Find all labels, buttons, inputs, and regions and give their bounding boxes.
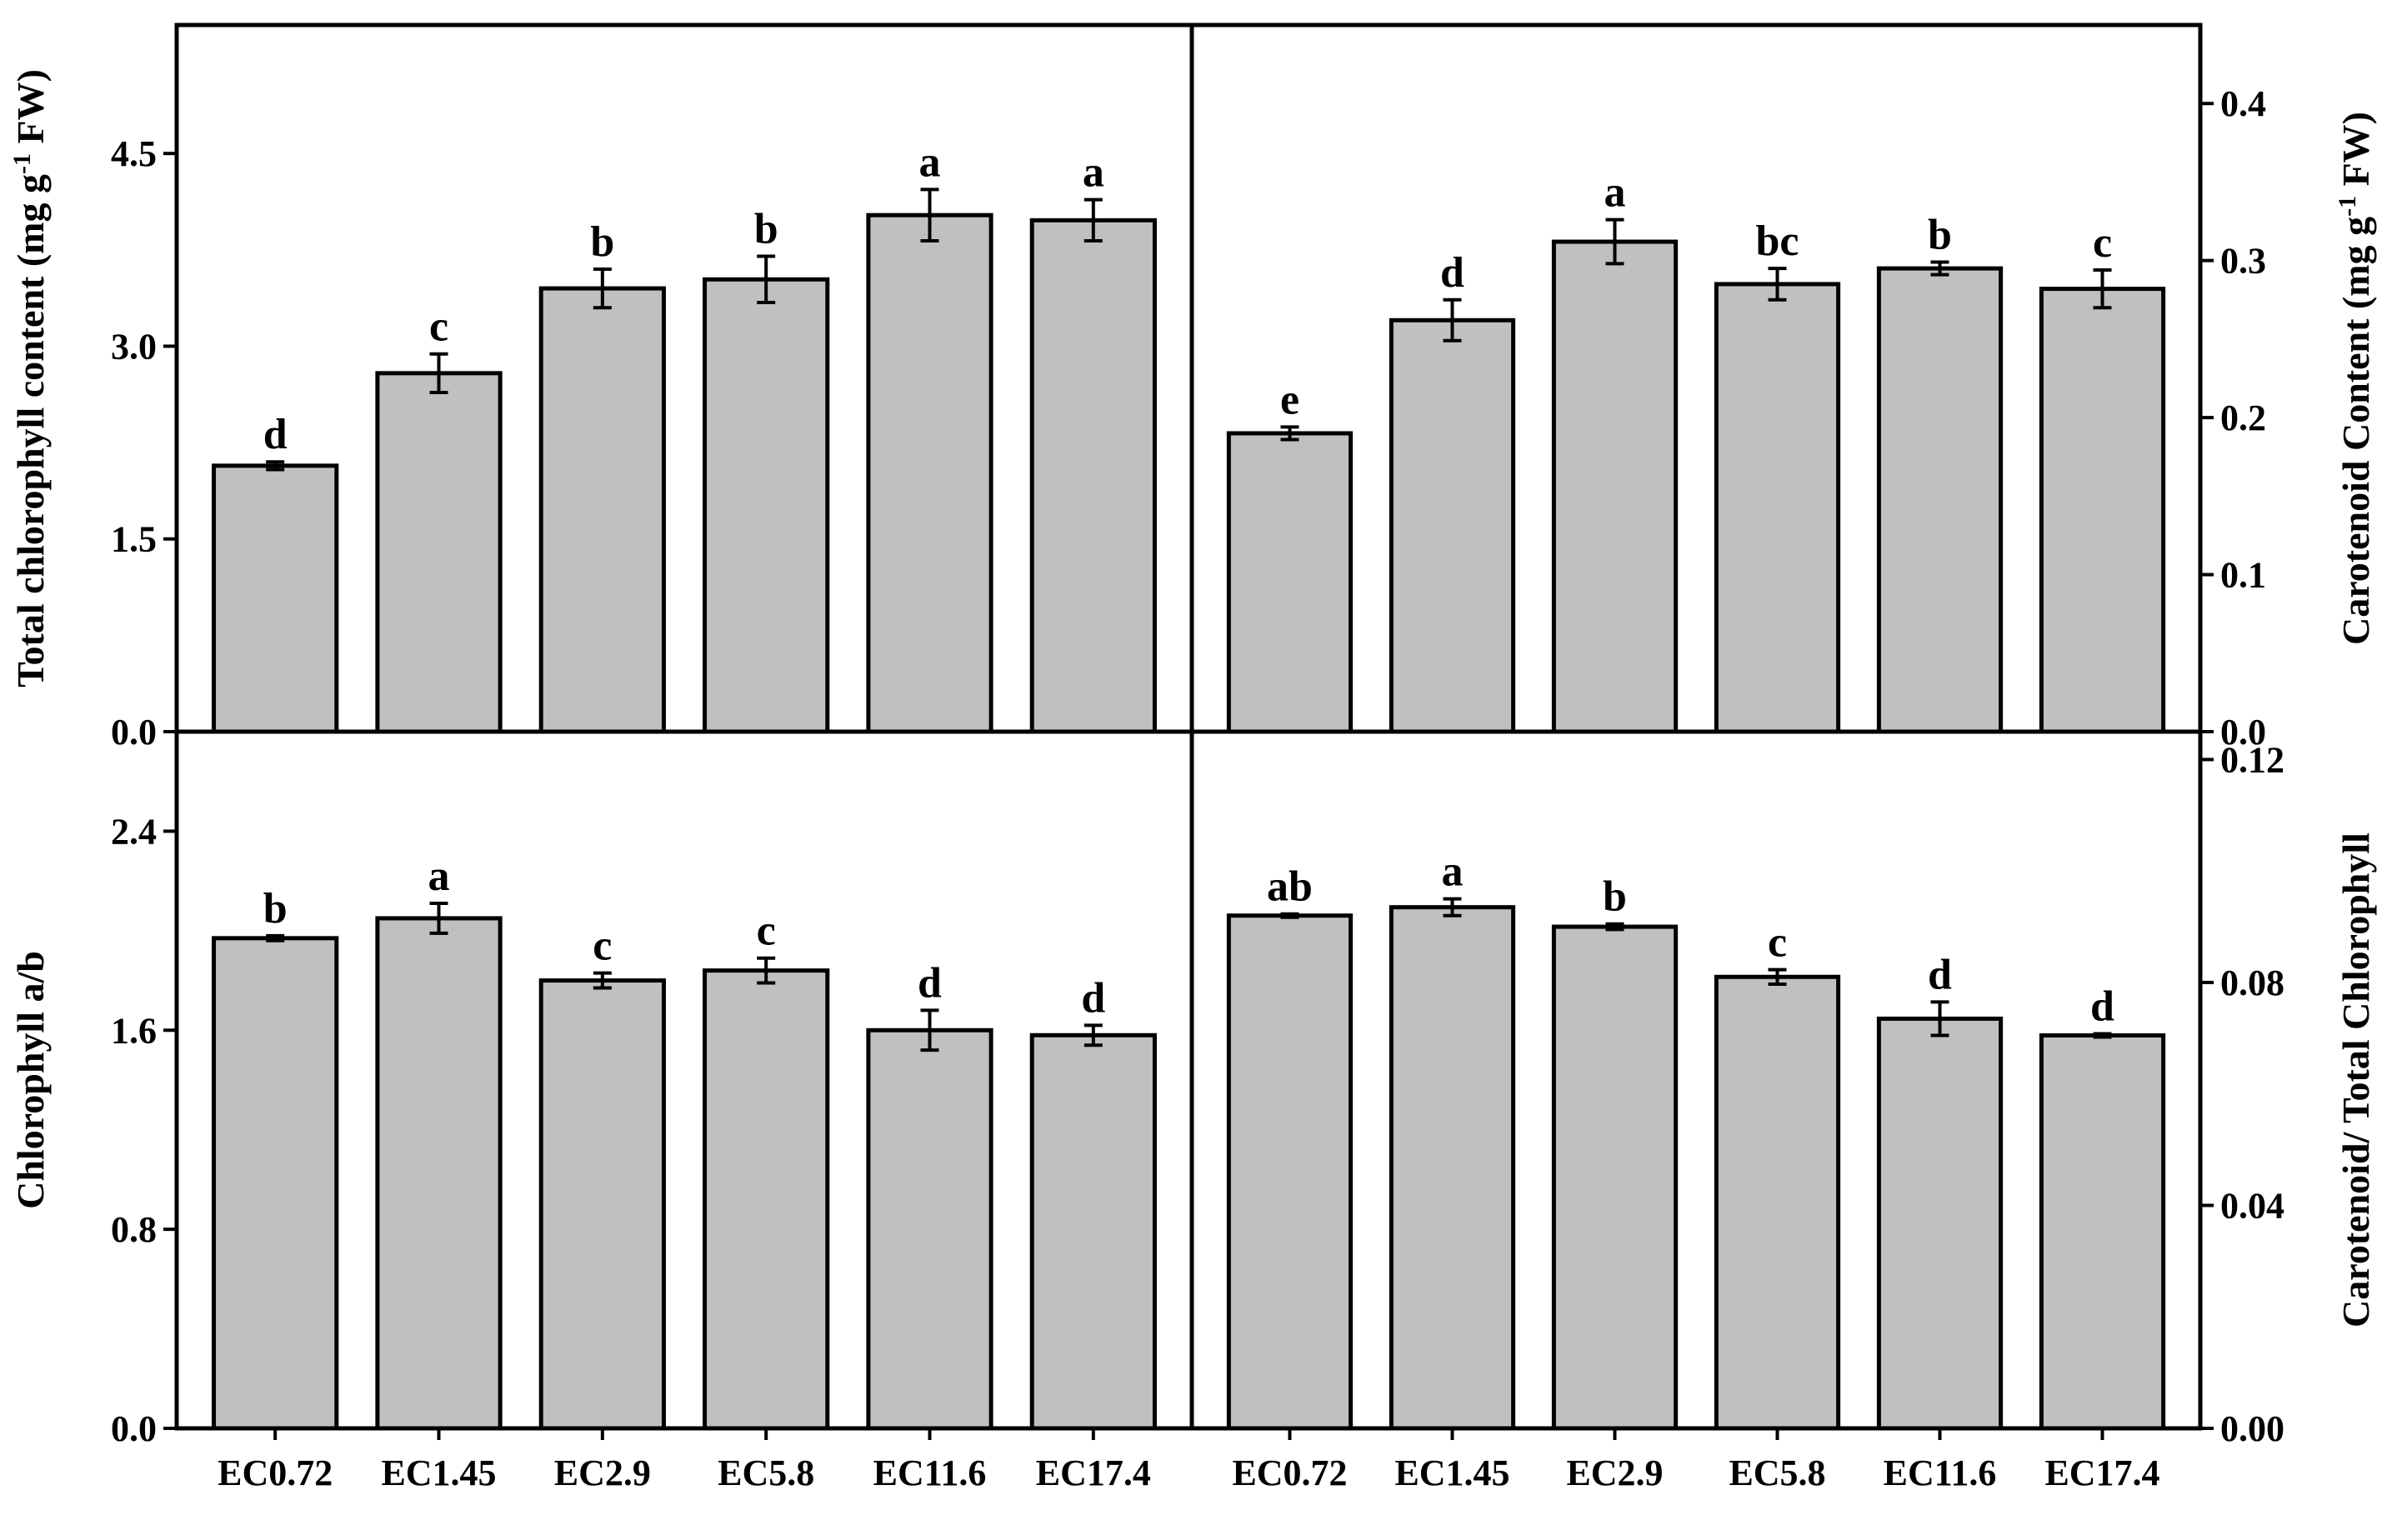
y-tick-label: 3.0 — [111, 326, 157, 367]
bar — [1714, 974, 1841, 1431]
significance-label: c — [593, 922, 612, 970]
y-tick-label: 0.2 — [2220, 398, 2266, 438]
ticks-layer — [163, 102, 2214, 1440]
category-label: EC17.4 — [2044, 1452, 2159, 1493]
bar — [703, 277, 830, 734]
bar — [1551, 239, 1679, 734]
frame-layer — [174, 22, 2203, 1431]
significance-label: a — [1083, 149, 1104, 197]
significance-label: c — [1768, 919, 1787, 967]
bar — [1389, 318, 1516, 734]
bar — [2039, 287, 2166, 734]
y-tick-label: 0.08 — [2220, 962, 2284, 1003]
y-tick-label: 2.4 — [111, 811, 157, 852]
significance-label: d — [1081, 974, 1105, 1022]
y-axis-title: Carotenoid/ Total Chlorophyll — [2334, 832, 2377, 1328]
y-tick-label: 0.1 — [2220, 555, 2266, 596]
category-label: EC2.9 — [1566, 1452, 1663, 1493]
outer-frame — [174, 22, 2203, 1431]
significance-label: d — [918, 959, 942, 1007]
bar — [212, 463, 339, 734]
category-label: EC11.6 — [873, 1452, 987, 1493]
significance-label: b — [754, 206, 778, 253]
bar — [1226, 913, 1354, 1431]
bar — [1551, 924, 1679, 1431]
y-tick-label: 0.4 — [2220, 83, 2266, 124]
y-tick-label: 4.5 — [111, 133, 157, 174]
y-axis-title: Total chlorophyll content (mg g-1 FW) — [8, 69, 52, 688]
y-tick-label: 0.8 — [111, 1209, 157, 1250]
significance-label: a — [1604, 169, 1626, 217]
y-tick-label: 1.6 — [111, 1010, 157, 1051]
significance-label: a — [428, 852, 450, 900]
category-label: EC17.4 — [1036, 1452, 1151, 1493]
y-tick-label: 0.0 — [111, 1408, 157, 1449]
bar — [212, 936, 339, 1431]
category-label: EC5.8 — [718, 1452, 814, 1493]
category-label: EC2.9 — [554, 1452, 651, 1493]
bar — [375, 916, 503, 1431]
bar — [1876, 1016, 2004, 1431]
significance-label: d — [1928, 951, 1952, 998]
significance-label: c — [757, 908, 776, 955]
significance-label: e — [1280, 376, 1299, 423]
category-label: EC5.8 — [1729, 1452, 1825, 1493]
significance-label: d — [263, 411, 288, 458]
significance-label: a — [1442, 848, 1464, 896]
y-tick-label: 0.00 — [2220, 1408, 2284, 1449]
significance-label: d — [2090, 982, 2114, 1030]
category-label: EC1.45 — [1394, 1452, 1509, 1493]
y-tick-label: 0.0 — [111, 712, 157, 752]
bar — [866, 1028, 993, 1431]
bar — [2039, 1032, 2166, 1431]
bar — [538, 286, 666, 734]
y-tick-label: 0.12 — [2220, 739, 2284, 780]
bars-layer — [212, 188, 2166, 1431]
category-label: EC0.72 — [218, 1452, 333, 1493]
bar — [1226, 431, 1354, 734]
text-layer: d c b b a a 0.0 1.5 3.0 4.5 Total chlorophyll cont… — [8, 69, 2377, 1493]
category-label: EC1.45 — [381, 1452, 496, 1493]
significance-label: bc — [1756, 218, 1799, 265]
significance-label: b — [1603, 873, 1627, 921]
bar — [1876, 266, 2004, 734]
y-tick-label: 0.04 — [2220, 1185, 2284, 1226]
y-tick-label: 1.5 — [111, 519, 157, 560]
significance-label: b — [263, 885, 288, 932]
significance-label: c — [2093, 219, 2112, 267]
bar — [703, 968, 830, 1431]
significance-label: b — [590, 218, 614, 266]
bar — [866, 212, 993, 734]
bar — [1714, 282, 1841, 734]
significance-label: b — [1928, 212, 1952, 259]
y-tick-label: 0.3 — [2220, 241, 2266, 282]
bar — [538, 978, 666, 1431]
significance-label: d — [1440, 249, 1464, 297]
y-axis-title: Chlorophyll a/b — [9, 951, 52, 1209]
bar — [1029, 1032, 1157, 1431]
bar — [1029, 218, 1157, 734]
category-label: EC0.72 — [1232, 1452, 1347, 1493]
category-label: EC11.6 — [1884, 1452, 1997, 1493]
bar — [375, 371, 503, 734]
bar — [1389, 905, 1516, 1431]
significance-label: a — [919, 138, 941, 186]
y-tick-label: 0.0 — [2220, 712, 2266, 752]
y-axis-title: Carotenoid Content (mg g-1 FW) — [2334, 112, 2377, 645]
significance-label: c — [429, 303, 448, 351]
significance-label: ab — [1267, 863, 1313, 911]
